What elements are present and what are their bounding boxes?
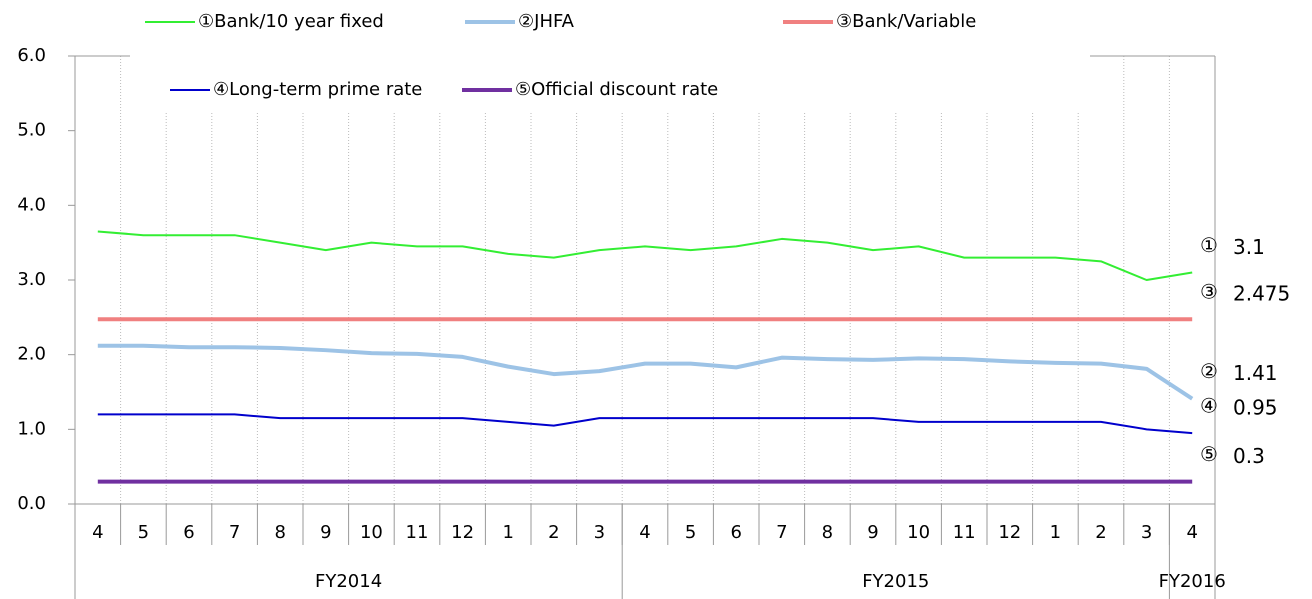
x-tick-label: 1 [1050,522,1061,543]
group-label: FY2014 [315,571,382,592]
x-tick-label: 10 [907,522,930,543]
x-tick-label: 12 [451,522,474,543]
x-tick-label: 11 [406,522,429,543]
x-tick-label: 1 [502,522,513,543]
x-tick-label: 9 [320,522,331,543]
x-tick-label: 10 [360,522,383,543]
end-label-symbol: ③ [1200,280,1218,304]
group-label: FY2015 [862,571,929,592]
end-label-value: 0.95 [1233,396,1278,420]
y-tick-label: 6.0 [17,45,46,66]
x-tick-label: 6 [730,522,741,543]
series-line [97,230,1193,281]
end-label-value: 0.3 [1233,444,1265,468]
y-tick-label: 4.0 [17,194,46,215]
x-tick-label: 2 [548,522,559,543]
x-tick-label: 8 [822,522,833,543]
legend-background [130,0,1090,112]
x-tick-label: 11 [953,522,976,543]
x-tick-label: 5 [138,522,149,543]
end-label-value: 2.475 [1233,282,1290,306]
x-tick-label: 3 [1141,522,1152,543]
legend-label: ②JHFA [518,11,575,32]
end-label-value: 3.1 [1233,235,1265,259]
x-tick-label: 9 [867,522,878,543]
legend-label: ⑤Official discount rate [515,79,718,100]
legend-label: ①Bank/10 year fixed [198,11,384,32]
series-line [97,413,1193,435]
x-tick-label: 6 [183,522,194,543]
y-tick-label: 1.0 [17,418,46,439]
x-tick-label: 7 [229,522,240,543]
y-tick-label: 3.0 [17,269,46,290]
x-tick-label: 4 [92,522,103,543]
x-tick-label: 3 [594,522,605,543]
end-label-symbol: ⑤ [1200,442,1218,466]
x-tick-label: 8 [274,522,285,543]
series-line [97,343,1194,401]
x-tick-label: 4 [639,522,650,543]
x-tick-label: 4 [1186,522,1197,543]
end-label-value: 1.41 [1233,361,1278,385]
y-tick-label: 0.0 [17,493,46,514]
group-label: FY2016 [1159,571,1226,592]
y-tick-label: 5.0 [17,120,46,141]
x-tick-label: 7 [776,522,787,543]
legend-label: ④Long-term prime rate [213,79,422,100]
legend-label: ③Bank/Variable [836,11,976,32]
end-label-symbol: ② [1200,359,1218,383]
x-tick-label: 12 [998,522,1021,543]
x-tick-label: 2 [1095,522,1106,543]
end-label-symbol: ① [1200,233,1218,257]
y-tick-label: 2.0 [17,344,46,365]
end-label-symbol: ④ [1200,394,1218,418]
x-tick-label: 5 [685,522,696,543]
